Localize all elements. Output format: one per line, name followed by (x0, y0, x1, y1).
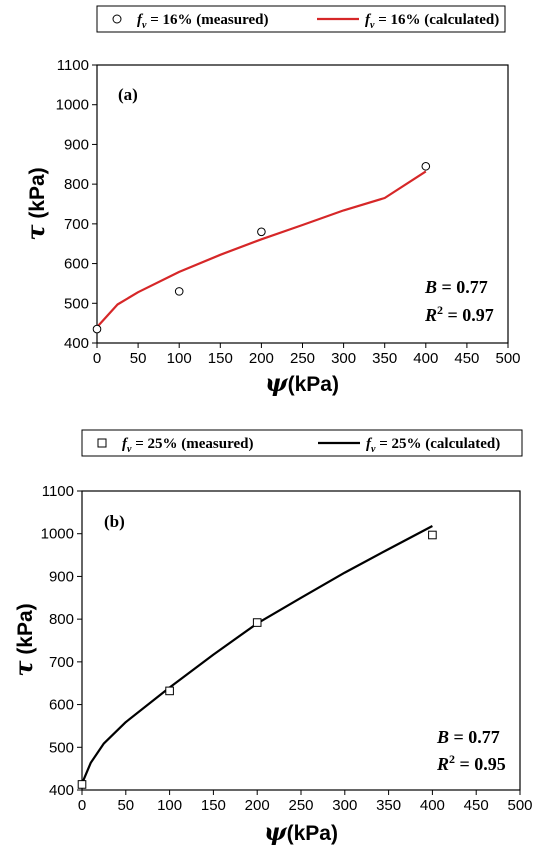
measured-point (174, 287, 184, 296)
measured-point (421, 161, 431, 171)
measured-point (92, 324, 102, 334)
chart-panel-a: fv = 16% (measured) fv = 16% (calculated)… (21, 5, 521, 397)
x-tick-label: 150 (201, 797, 226, 814)
x-tick-label: 350 (372, 350, 397, 367)
y-tick-label: 500 (64, 295, 89, 312)
legend-measured-label: fv = 25% (measured) (122, 436, 253, 455)
x-tick-label: 0 (93, 350, 101, 367)
y-axis-label: τ (kPa) (9, 603, 38, 676)
x-tick-label: 100 (157, 797, 182, 814)
legend-measured-marker (112, 14, 122, 24)
calculated-curve (96, 170, 427, 328)
calculated-curve (80, 525, 433, 785)
measured-point (165, 686, 174, 696)
y-axis-label: τ (kPa) (21, 167, 50, 240)
measured-point (257, 227, 266, 237)
x-tick-label: 300 (332, 797, 357, 814)
x-axis-label: ψ(kPa) (265, 368, 339, 397)
y-tick-label: 600 (49, 697, 74, 714)
x-tick-label: 300 (331, 350, 356, 367)
x-tick-label: 250 (288, 797, 313, 814)
y-tick-label: 700 (49, 654, 74, 671)
x-tick-label: 450 (454, 350, 479, 367)
x-tick-label: 500 (507, 797, 532, 814)
legend-measured-label: fv = 16% (measured) (137, 12, 268, 31)
y-tick-label: 800 (49, 611, 74, 628)
y-tick-label: 1100 (42, 483, 74, 500)
x-tick-label: 200 (249, 350, 274, 367)
x-tick-label: 0 (78, 797, 86, 814)
y-tick-label: 600 (64, 256, 89, 273)
x-tick-label: 450 (464, 797, 489, 814)
y-tick-label: 800 (64, 176, 89, 193)
x-tick-label: 400 (413, 350, 438, 367)
legend: fv = 25% (measured) fv = 25% (calculated) (81, 429, 523, 457)
x-tick-label: 50 (117, 797, 134, 814)
panel-label: (b) (104, 512, 125, 531)
legend-box (96, 5, 506, 33)
y-tick-label: 1000 (56, 97, 89, 114)
annotation-r2: R2 = 0.97 (424, 303, 494, 325)
annotation-r2: R2 = 0.95 (436, 752, 506, 774)
y-tick-label: 900 (64, 136, 89, 153)
y-tick-label: 1100 (57, 57, 89, 74)
legend-box (81, 429, 523, 457)
measured-point (77, 780, 87, 789)
legend-calculated-label: fv = 16% (calculated) (365, 12, 499, 31)
x-tick-label: 100 (167, 350, 192, 367)
x-tick-label: 150 (208, 350, 233, 367)
annotation-b: B = 0.77 (424, 277, 488, 297)
annotation-b: B = 0.77 (436, 727, 500, 747)
x-tick-label: 250 (290, 350, 315, 367)
x-tick-label: 400 (420, 797, 445, 814)
x-tick-label: 50 (130, 350, 147, 367)
x-tick-label: 200 (245, 797, 270, 814)
chart-panel-b: fv = 25% (measured) fv = 25% (calculated)… (9, 429, 533, 846)
y-tick-label: 400 (49, 782, 74, 799)
plot-frame (96, 64, 509, 344)
x-axis-label: ψ(kPa) (264, 817, 338, 846)
measured-point (252, 618, 262, 627)
y-tick-label: 1000 (41, 526, 74, 543)
y-tick-label: 400 (64, 335, 89, 352)
y-tick-label: 500 (49, 739, 74, 756)
legend: fv = 16% (measured) fv = 16% (calculated) (96, 5, 506, 33)
x-tick-label: 350 (376, 797, 401, 814)
panel-label: (a) (118, 85, 138, 104)
measured-point (428, 530, 437, 540)
x-tick-label: 500 (495, 350, 520, 367)
legend-calculated-label: fv = 25% (calculated) (366, 436, 500, 455)
legend-measured-marker (97, 438, 107, 448)
y-tick-label: 700 (64, 216, 89, 233)
y-tick-label: 900 (49, 568, 74, 585)
